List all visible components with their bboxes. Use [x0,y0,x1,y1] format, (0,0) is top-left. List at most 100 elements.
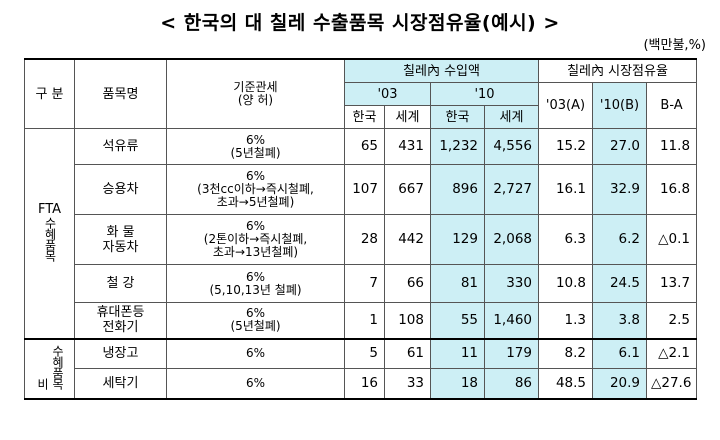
tariff-schedule: (2톤이하→즉시철폐, [203,232,308,246]
group-fta-label: FTA [37,201,62,217]
header-year03: '03 [344,82,431,106]
world-10: 330 [484,264,539,303]
group-non-label: 비 [35,377,50,389]
share-10: 6.2 [592,214,647,265]
korea-03: 107 [344,164,385,215]
korea-10: 55 [430,302,485,339]
item-tariff: 6% (5년철폐) [166,302,345,339]
korea-10: 81 [430,264,485,303]
share-diff: △0.1 [645,214,698,265]
table-row: 세탁기 6% 16 33 18 86 48.5 20.9 △27.6 [24,368,698,399]
world-10: 1,460 [484,302,539,339]
share-03: 48.5 [538,368,593,399]
tariff-schedule: (5,10,13년 철폐) [209,282,302,297]
world-03: 61 [384,338,431,369]
tariff-rate: 6% [245,169,266,183]
share-10: 27.0 [592,128,647,165]
group-fta: FTA 수혜품목 [24,128,75,339]
item-name: 승용차 [74,164,167,215]
share-03: 16.1 [538,164,593,215]
share-10: 3.8 [592,302,647,339]
header-market-share: 칠레內 시장점유율 [537,58,698,83]
page-title: < 한국의 대 칠레 수출품목 시장점유율(예시) > [160,12,560,34]
world-10: 2,727 [484,164,539,215]
table-row: FTA 수혜품목 석유류 6% (5년철폐) 65 431 1,232 4,55… [24,128,698,339]
item-tariff: 6% (2톤이하→즉시철폐, 초과→13년철폐) [166,214,345,265]
item-name-line1: 휴대폰등 [96,305,145,321]
share-03: 15.2 [538,128,593,165]
item-tariff: 6% (5,10,13년 철폐) [166,264,345,303]
korea-10: 129 [430,214,485,265]
item-name: 화 물 자동차 [74,214,167,265]
item-tariff: 6% (3천cc이하→즉시철폐, 초과→5년철폐) [166,164,345,215]
header-diff: B-A [645,82,698,129]
header-world-10: 세계 [484,105,539,129]
world-10: 4,556 [484,128,539,165]
world-03: 431 [384,128,431,165]
korea-10: 18 [430,368,485,399]
header-korea-03: 한국 [344,105,385,129]
group-non-sub: 수혜품목 [50,344,65,389]
table-row: 승용차 6% (3천cc이하→즉시철폐, 초과→5년철폐) 107 667 89… [25,164,698,215]
item-tariff: 6% [166,368,345,399]
share-03: 10.8 [538,264,593,303]
header-import-amount: 칠레內 수입액 [344,58,539,83]
header-tariff: 기준관세 (양 허) [166,58,345,129]
share-10: 6.1 [592,338,647,369]
share-diff: △27.6 [645,368,698,399]
item-name-line1: 화 물 [106,224,135,240]
header-share10: '10(B) [592,82,647,129]
korea-03: 28 [344,214,385,265]
share-diff: △2.1 [645,338,698,369]
share-diff: 11.8 [645,128,698,165]
share-03: 1.3 [538,302,593,339]
tariff-schedule-2: 초과→13년철폐) [212,245,299,259]
group-fta-sub: 수혜품목 [43,216,57,261]
table-row: 휴대폰등 전화기 6% (5년철폐) 1 108 55 1,460 1.3 3.… [24,302,698,339]
header-tariff-line2: (양 허) [237,93,274,107]
item-name: 세탁기 [74,368,167,399]
header-korea-10: 한국 [430,105,485,129]
korea-03: 16 [344,368,385,399]
unit-label: (백만불,%) [643,38,706,53]
item-name-line2: 자동차 [102,239,139,255]
korea-10: 896 [430,164,485,215]
tariff-rate: 6% [245,269,266,284]
korea-10: 1,232 [430,128,485,165]
item-name: 철 강 [74,264,167,303]
group-non-fta: 비수혜품목 [24,338,75,399]
world-03: 667 [384,164,431,215]
share-10: 24.5 [592,264,647,303]
header-item: 품목명 [74,58,167,129]
world-03: 108 [384,302,431,339]
share-diff: 2.5 [645,302,698,339]
world-03: 33 [384,368,431,399]
tariff-schedule: (5년철폐) [230,319,281,334]
tariff-schedule-2: 초과→5년철폐) [216,195,295,209]
tariff-rate: 6% [245,306,266,321]
item-name: 냉장고 [74,338,167,369]
header-world-03: 세계 [384,105,431,129]
market-share-table: 구 분 품목명 기준관세 (양 허) 칠레內 수입액 칠레內 시장점유율 '03… [24,58,698,400]
tariff-rate: 6% [245,132,266,147]
korea-10: 11 [430,338,485,369]
share-diff: 13.7 [645,264,698,303]
table-row: 철 강 6% (5,10,13년 철폐) 7 66 81 330 10.8 24… [25,264,698,303]
korea-03: 7 [344,264,385,303]
tariff-schedule: (3천cc이하→즉시철폐, [197,182,314,196]
header-year10: '10 [430,82,539,106]
share-10: 32.9 [592,164,647,215]
world-03: 66 [384,264,431,303]
korea-03: 65 [344,128,385,165]
table-row: 화 물 자동차 6% (2톤이하→즉시철폐, 초과→13년철폐) 28 442 … [25,214,698,265]
world-10: 179 [484,338,539,369]
item-name: 석유류 [74,128,167,165]
item-name-line2: 전화기 [102,320,139,336]
world-03: 442 [384,214,431,265]
share-diff: 16.8 [645,164,698,215]
world-10: 86 [484,368,539,399]
share-03: 6.3 [538,214,593,265]
table-row: 비수혜품목 냉장고 6% 5 61 11 179 8.2 6.1 △2.1 [24,338,698,399]
header-share03: '03(A) [538,82,593,129]
korea-03: 5 [344,338,385,369]
